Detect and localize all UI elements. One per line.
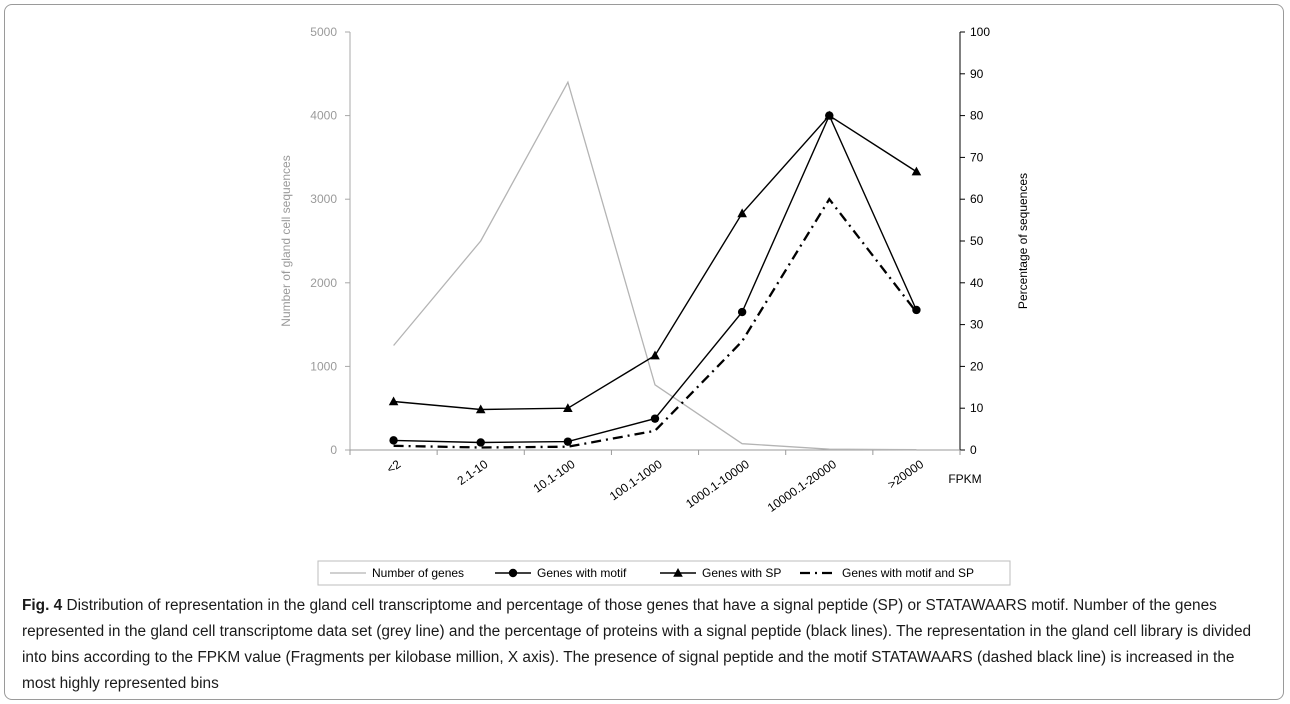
left-axis-tick-label: 2000	[310, 276, 337, 290]
series-2-point	[912, 305, 921, 315]
left-axis-tick-label: 0	[330, 443, 337, 457]
legend-label-3: Genes with SP	[702, 566, 781, 580]
series-line-1	[393, 80, 917, 451]
x-axis-category-label: 100.1-1000	[607, 457, 665, 503]
series-3-point	[475, 404, 486, 414]
legend-label-4: Genes with motif and SP	[842, 566, 974, 580]
x-axis-category-label: 10.1-100	[531, 457, 578, 496]
series-line-3	[393, 114, 917, 411]
right-axis-tick-label: 10	[970, 401, 984, 415]
series-3-point	[650, 350, 660, 360]
legend-marker-3	[673, 568, 683, 577]
series-3-point	[824, 110, 835, 120]
right-axis-tick-label: 100	[970, 25, 990, 39]
x-axis-category-label: 10000.1-20000	[765, 457, 839, 515]
series-line-4	[393, 197, 918, 449]
series-3-point	[911, 166, 922, 176]
legend-label-1: Number of genes	[372, 566, 464, 580]
right-axis-tick-label: 20	[970, 359, 984, 373]
right-axis-tick-label: 0	[970, 443, 977, 457]
right-axis-tick-label: 70	[970, 150, 984, 164]
series-line-2	[393, 113, 918, 444]
right-axis-tick-label: 80	[970, 109, 984, 123]
legend-label-2: Genes with motif	[537, 566, 627, 580]
right-axis-tick-label: 90	[970, 67, 984, 81]
left-axis-tick-label: 5000	[310, 25, 337, 39]
caption-text: Distribution of representation in the gl…	[22, 597, 1252, 692]
right-axis-tick-label: 40	[970, 276, 984, 290]
line-chart: 0 1000 2000 3000 4000 5000 0 10 20 30 40 50 60 70 80 90…	[279, 25, 1030, 586]
right-axis-title: Percentage of sequences	[1016, 173, 1030, 309]
series-2-point	[476, 438, 485, 447]
x-axis-category-label: 2.1-10	[455, 457, 491, 488]
caption-label: Fig. 4	[22, 597, 63, 614]
legend-marker-2	[508, 568, 518, 578]
series-2-point	[737, 307, 747, 317]
series-3-point	[388, 396, 399, 406]
right-axis-tick-label: 60	[970, 192, 984, 206]
x-axis-unit-label: FPKM	[948, 472, 981, 486]
series-3-point	[737, 208, 747, 218]
left-axis-tick-label: 3000	[310, 192, 337, 206]
x-axis-category-label: <2	[384, 457, 404, 477]
series-2-point	[650, 414, 660, 423]
right-axis-tick-label: 30	[970, 318, 984, 332]
figure-caption: Fig. 4 Distribution of representation in…	[22, 593, 1272, 697]
x-axis-category-label: 1000.1-10000	[683, 457, 752, 511]
series-2-point	[563, 437, 573, 446]
left-axis-tick-label: 4000	[310, 109, 337, 123]
left-axis-tick-label: 1000	[310, 359, 337, 373]
series-2-point	[389, 436, 398, 445]
x-axis-category-label: >20000	[885, 457, 926, 492]
left-axis-title: Number of gland cell sequences	[279, 155, 293, 326]
right-axis-tick-label: 50	[970, 234, 984, 248]
series-3-point	[563, 403, 573, 412]
